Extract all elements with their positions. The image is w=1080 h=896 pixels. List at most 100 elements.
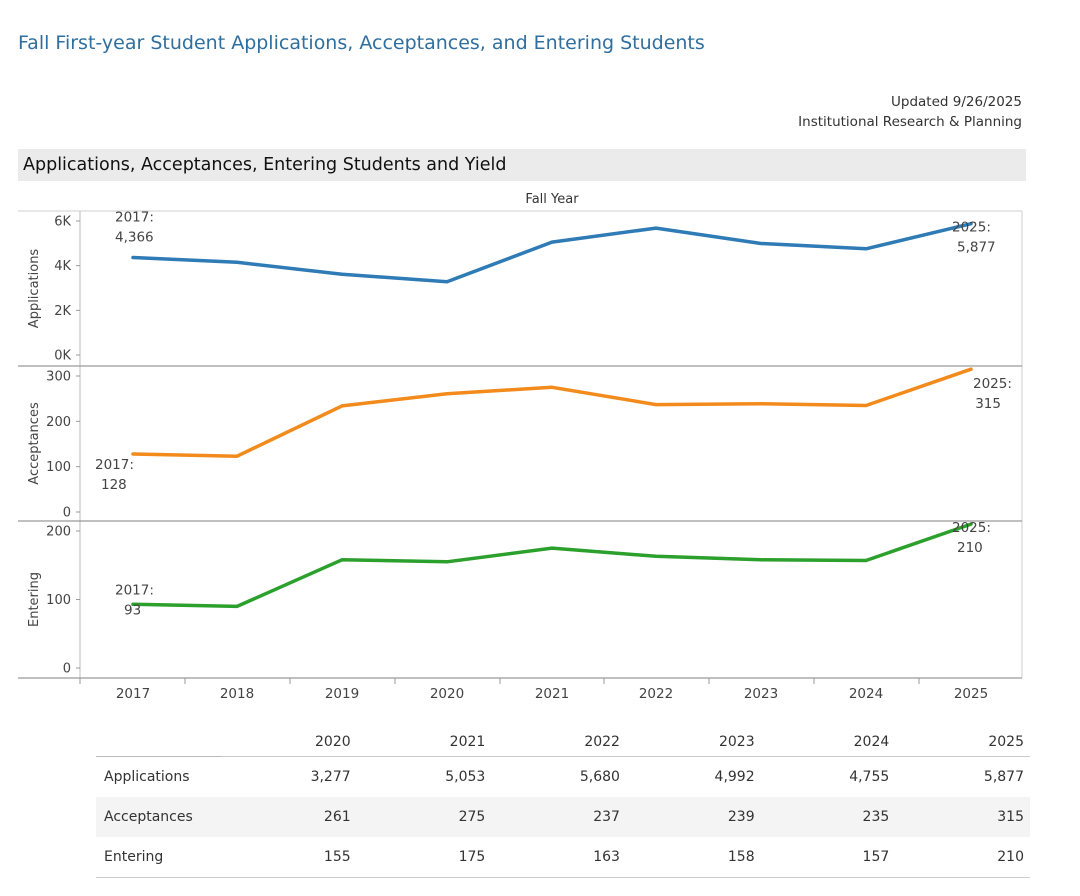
data-point-acceptances <box>340 404 344 408</box>
data-point-applications <box>759 242 763 246</box>
data-point-entering <box>654 554 658 558</box>
y-tick-label: 4K <box>54 259 71 274</box>
annotation-value: 93 <box>124 602 141 618</box>
department-name: Institutional Research & Planning <box>798 114 1022 130</box>
y-tick-label: 0 <box>63 506 71 521</box>
table-column-header: 2024 <box>853 734 890 750</box>
x-tick-label: 2021 <box>535 686 569 702</box>
table-cell: 175 <box>356 837 492 878</box>
updated-date: Updated 9/26/2025 <box>891 94 1022 110</box>
table-column-header: 2020 <box>315 734 351 750</box>
data-point-acceptances <box>235 454 239 458</box>
data-point-entering <box>969 522 973 526</box>
table-cell: 4,992 <box>714 769 755 785</box>
annotation-value: 5,877 <box>957 240 996 256</box>
annotation-label: 2025: <box>952 520 991 536</box>
table-cell: 261 <box>222 797 357 837</box>
report-meta: Updated 9/26/2025 Institutional Research… <box>798 92 1022 132</box>
data-point-applications <box>654 226 658 230</box>
data-point-acceptances <box>131 452 135 456</box>
data-point-applications <box>235 260 239 264</box>
x-axis-title: Fall Year <box>525 192 579 207</box>
data-point-acceptances <box>654 403 658 407</box>
table-cell: 210 <box>895 837 1030 878</box>
data-point-applications <box>340 272 344 276</box>
table-cell: 237 <box>491 797 626 837</box>
table-corner <box>96 728 222 757</box>
table-cell: 315 <box>895 797 1030 837</box>
table-column-header: 2025 <box>988 734 1024 750</box>
table-cell: 275 <box>356 797 492 837</box>
series-line-applications <box>131 221 973 284</box>
data-point-acceptances <box>759 402 763 406</box>
data-point-acceptances <box>445 392 449 396</box>
table-cell: 5,680 <box>579 769 620 785</box>
x-tick-label: 2025 <box>954 686 988 702</box>
y-tick-label: 0 <box>63 662 71 677</box>
table-cell: 157 <box>760 837 896 878</box>
x-tick-label: 2018 <box>220 686 254 702</box>
x-tick-label: 2017 <box>116 686 150 702</box>
data-point-applications <box>445 280 449 284</box>
section-title: Applications, Acceptances, Entering Stud… <box>23 155 507 175</box>
data-point-entering <box>550 546 554 550</box>
section-header: Applications, Acceptances, Entering Stud… <box>18 149 1026 181</box>
table-cell: 158 <box>625 837 761 878</box>
y-axis-title-entering: Entering <box>27 572 42 627</box>
table-cell: 5,053 <box>445 769 486 785</box>
data-table: 2020 2021 2022 2023 2024 2025 Applications 3,2… <box>96 728 1030 878</box>
x-tick-label: 2019 <box>325 686 359 702</box>
data-point-applications <box>864 247 868 251</box>
x-tick-label: 2023 <box>744 686 778 702</box>
table-row: Acceptances 261 275 237 239 235 315 <box>96 797 1030 837</box>
line-chart: Fall Year 0K 2K 4K 6K Applications 2017: 4,366 2… <box>18 192 1023 702</box>
series-line-acceptances <box>131 367 973 458</box>
x-tick-label: 2022 <box>639 686 673 702</box>
x-tick-label: 2024 <box>849 686 883 702</box>
data-point-entering <box>131 602 135 606</box>
table-column-header: 2021 <box>449 734 486 750</box>
data-point-applications <box>969 222 973 226</box>
data-point-applications <box>550 240 554 244</box>
y-tick-label: 300 <box>46 370 71 385</box>
data-point-acceptances <box>550 385 554 389</box>
data-point-entering <box>864 558 868 562</box>
table-cell: 235 <box>760 797 896 837</box>
table-cell: 239 <box>625 797 761 837</box>
table-row-label: Acceptances <box>96 797 222 837</box>
table-row: Applications 3,277 5,053 5,680 4,992 4,755 5,8… <box>96 757 1030 798</box>
data-point-acceptances <box>969 367 973 371</box>
table-row-label: Applications <box>104 769 190 785</box>
y-tick-label: 200 <box>46 415 71 430</box>
table-row: Entering 155 175 163 158 157 210 <box>96 837 1030 878</box>
table-column-header: 2023 <box>718 734 755 750</box>
data-point-entering <box>445 560 449 564</box>
data-point-acceptances <box>864 403 868 407</box>
annotation-value: 128 <box>101 477 127 493</box>
y-tick-label: 2K <box>54 304 71 319</box>
annotation-value: 315 <box>975 396 1001 412</box>
y-tick-label: 200 <box>46 525 71 540</box>
table-header-row: 2020 2021 2022 2023 2024 2025 <box>96 728 1030 757</box>
annotation-label: 2017: <box>95 457 134 473</box>
table-cell: 3,277 <box>310 769 351 785</box>
y-tick-label: 0K <box>54 349 71 364</box>
data-point-entering <box>759 558 763 562</box>
data-point-applications <box>131 255 135 259</box>
data-point-entering <box>340 558 344 562</box>
y-axis-title-applications: Applications <box>27 249 42 329</box>
annotation-value: 210 <box>957 540 983 556</box>
y-tick-label: 6K <box>54 215 71 230</box>
table-row-label: Entering <box>96 837 222 878</box>
table-cell: 163 <box>491 837 626 878</box>
table-cell: 155 <box>222 837 357 878</box>
table-cell: 5,877 <box>983 769 1024 785</box>
table-column-header: 2022 <box>584 734 620 750</box>
data-point-entering <box>235 604 239 608</box>
annotation-label: 2017: <box>115 582 154 598</box>
series-line-entering <box>131 522 973 609</box>
x-tick-label: 2020 <box>430 686 464 702</box>
page-title: Fall First-year Student Applications, Ac… <box>18 32 705 54</box>
annotation-label: 2017: <box>115 209 154 225</box>
y-tick-label: 100 <box>46 460 71 475</box>
